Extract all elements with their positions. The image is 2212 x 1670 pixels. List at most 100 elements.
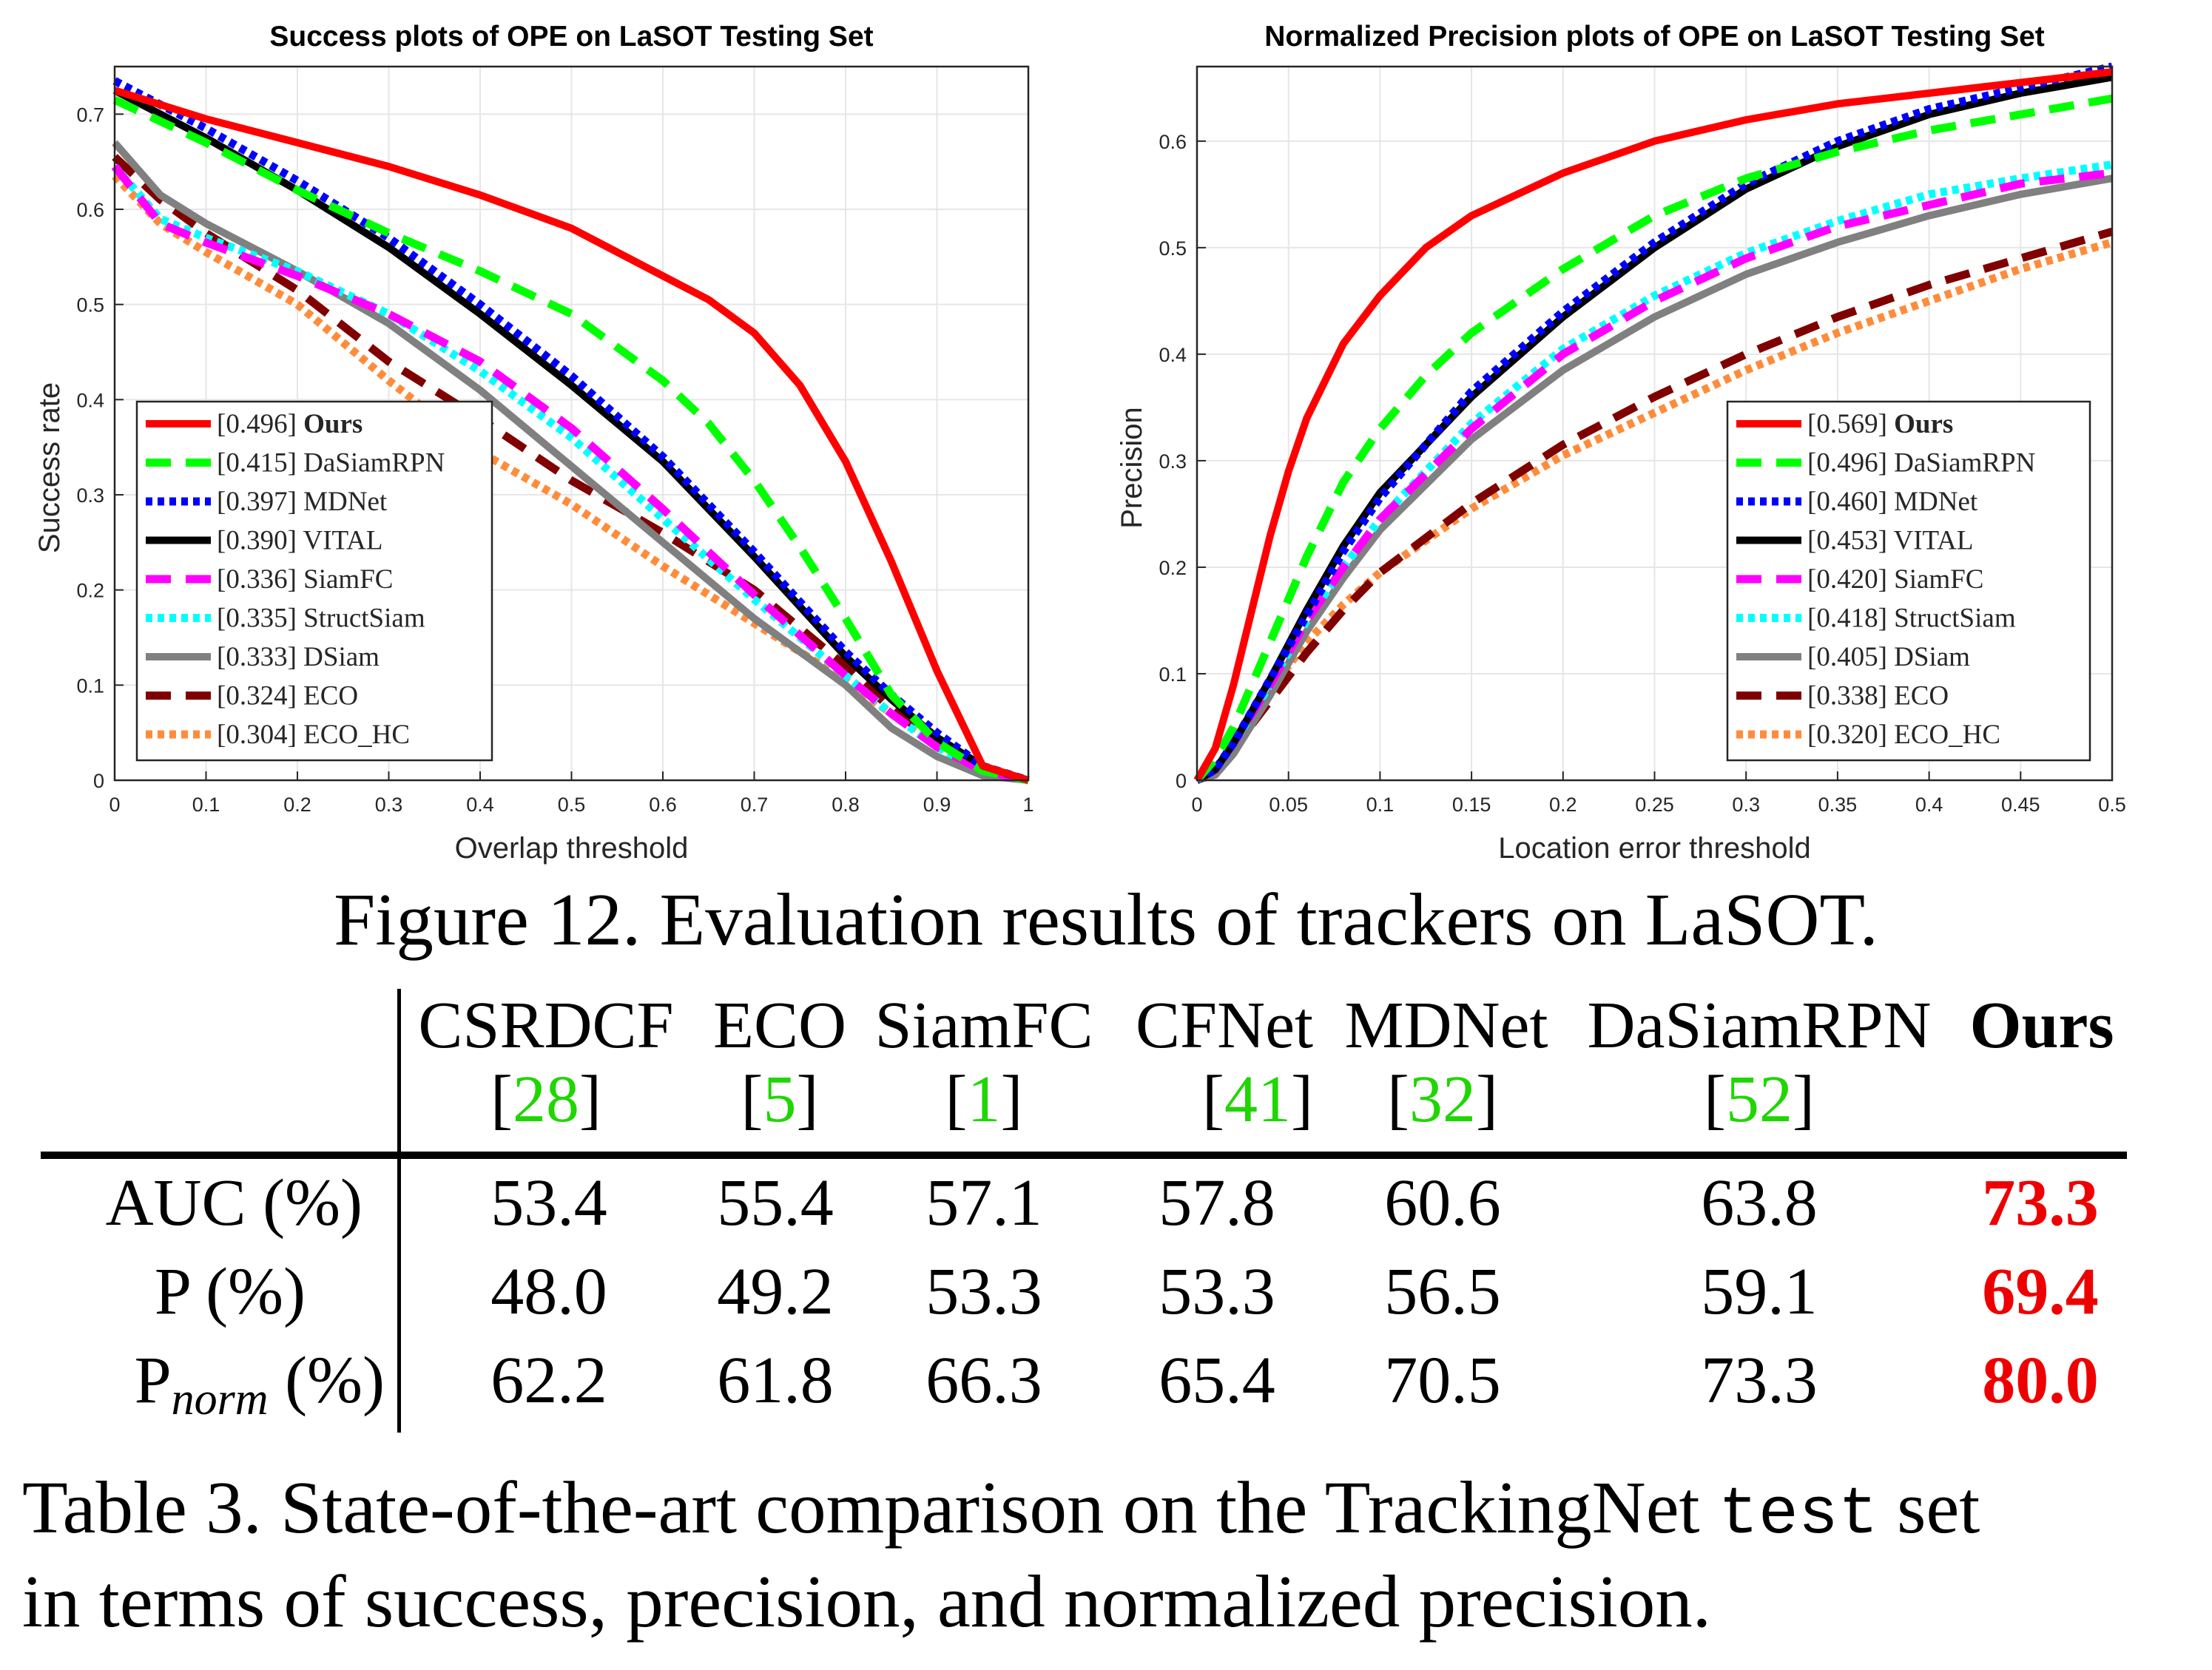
legend-entry: [0.569] Ours [1807, 409, 1953, 439]
col-header-csrdcf: CSRDCF [418, 989, 674, 1062]
row-label-p: P (%) [154, 1255, 306, 1328]
legend-name: DSiam [1894, 642, 1970, 672]
row-label-auc: AUC (%) [105, 1166, 363, 1240]
legend-score: [0.397] [217, 487, 303, 517]
col-ref-mdnet: [32] [1387, 1063, 1498, 1136]
x-tick-label: 0.1 [1366, 794, 1395, 816]
x-tick-label: 0.35 [1818, 794, 1858, 816]
table-horizontal-rule [41, 1152, 2127, 1159]
x-tick-label: 0.5 [2098, 794, 2126, 816]
cell-pnorm-dasiamrpn: 73.3 [1701, 1344, 1818, 1417]
legend-name: SiamFC [303, 564, 393, 595]
legend-name: ECO_HC [303, 720, 410, 750]
x-tick-label: 1 [1022, 794, 1033, 816]
col-header-siamfc: SiamFC [874, 989, 1093, 1062]
cell-auc-eco: 55.4 [717, 1166, 834, 1240]
col-ref-csrdcf: [28] [490, 1063, 601, 1136]
figure-12-charts: 0 0.1 0.2 0.3 0.4 0.5 0.6 0.7 0.8 0.9 100.10.20.30… [33, 21, 2126, 865]
legend-entry: [0.333] DSiam [217, 642, 380, 672]
y-tick-label: 0.2 [76, 580, 104, 602]
x-tick-label: 0.25 [1635, 794, 1674, 816]
cell-auc-csrdcf: 53.4 [490, 1166, 607, 1240]
cell-p-cfnet: 53.3 [1159, 1255, 1275, 1328]
y-axis-label: Success rate [33, 382, 66, 553]
legend-entry: [0.453] VITAL [1807, 526, 1974, 556]
x-tick-label: 0.9 [923, 794, 951, 816]
series-line-ours [113, 87, 1030, 784]
x-axis-label: Location error threshold [1498, 832, 1810, 865]
legend-entry: [0.320] ECO_HC [1807, 720, 2000, 750]
legend-entry: [0.335] StructSiam [217, 604, 425, 634]
y-tick-label: 0.1 [76, 675, 104, 697]
chart-title: Normalized Precision plots of OPE on LaS… [1264, 21, 2045, 53]
legend-entry: [0.405] DSiam [1807, 642, 1970, 672]
cell-auc-dasiamrpn: 63.8 [1701, 1166, 1818, 1240]
y-tick-label: 0.5 [1159, 237, 1187, 260]
legend-score: [0.569] [1807, 409, 1894, 439]
col-header-cfnet: CFNet [1135, 989, 1314, 1062]
series-line-mdnet [112, 77, 1030, 785]
series-line-dasiamrpn [112, 96, 1030, 785]
cell-p-dasiamrpn: 59.1 [1701, 1255, 1818, 1328]
col-ref-cfnet: [41] [1202, 1063, 1313, 1136]
legend-name: ECO_HC [1894, 720, 2000, 750]
y-tick-label: 0.7 [76, 104, 104, 126]
plot-frame [1196, 65, 2114, 782]
legend-entry: [0.418] StructSiam [1807, 604, 2016, 634]
legend-entry: [0.304] ECO_HC [217, 720, 410, 750]
legend-name: MDNet [303, 487, 388, 517]
x-tick-label: 0.2 [283, 794, 311, 816]
x-tick-label: 0.8 [832, 794, 860, 816]
series-line-siamfc [111, 163, 1030, 785]
legend-score: [0.420] [1807, 564, 1894, 595]
cell-pnorm-ours: 80.0 [1982, 1344, 2099, 1417]
series-line-dasiamrpn [1193, 94, 2113, 783]
series-line-mdnet [1195, 62, 2114, 784]
legend: [0.496] Ours[0.415] DaSiamRPN[0.397] MDN… [135, 400, 493, 762]
x-tick-label: 0.05 [1269, 794, 1308, 816]
series-line-dsiam [112, 140, 1029, 784]
series-line-dsiam [1196, 175, 2113, 784]
legend-entry: [0.324] ECO [217, 681, 358, 711]
legend-score: [0.405] [1807, 642, 1894, 672]
col-header-eco: ECO [713, 989, 846, 1062]
legend-entry: [0.397] MDNet [217, 487, 388, 517]
legend-name: ECO [1894, 681, 1949, 711]
chart-title: Success plots of OPE on LaSOT Testing Se… [269, 21, 873, 53]
legend-score: [0.496] [1807, 448, 1894, 479]
x-tick-label: 0.45 [2001, 794, 2040, 816]
cell-pnorm-mdnet: 70.5 [1384, 1344, 1501, 1417]
legend-entry: [0.496] Ours [217, 409, 363, 439]
legend-name: MDNet [1894, 487, 1978, 517]
legend-name: DaSiamRPN [303, 448, 445, 479]
legend-entry: [0.338] ECO [1807, 681, 1949, 711]
y-tick-label: 0.1 [1159, 663, 1187, 686]
y-tick-label: 0.4 [1159, 344, 1187, 366]
x-tick-label: 0.7 [741, 794, 769, 816]
y-tick-label: 0.6 [76, 199, 104, 221]
legend-score: [0.324] [217, 681, 303, 711]
row-label-pnorm: Pnorm (%) [134, 1344, 385, 1424]
x-tick-label: 0.2 [1549, 794, 1577, 816]
cell-pnorm-csrdcf: 62.2 [490, 1344, 607, 1417]
legend-score: [0.320] [1807, 720, 1894, 750]
table-caption-line-2: in terms of success, precision, and norm… [22, 1560, 1712, 1643]
y-tick-label: 0 [93, 770, 104, 792]
x-tick-label: 0.6 [649, 794, 677, 816]
legend-name: StructSiam [1894, 604, 2016, 634]
y-tick-label: 0.5 [76, 294, 104, 317]
legend-score: [0.415] [217, 448, 303, 479]
x-tick-label: 0 [109, 794, 120, 816]
x-tick-label: 0.5 [558, 794, 586, 816]
cell-p-csrdcf: 48.0 [490, 1255, 607, 1328]
cell-auc-mdnet: 60.6 [1384, 1166, 1501, 1240]
y-tick-label: 0.4 [76, 389, 104, 411]
cell-auc-ours: 73.3 [1982, 1166, 2099, 1240]
legend-score: [0.335] [217, 604, 303, 634]
legend-entry: [0.496] DaSiamRPN [1807, 448, 2035, 479]
legend-name: VITAL [1893, 526, 1973, 556]
legend-score: [0.333] [217, 642, 303, 672]
x-tick-label: 0.15 [1452, 794, 1491, 816]
chart-1: 0 0.1 0.2 0.3 0.4 0.5 0.6 0.7 0.8 0.9 1 0 0.1 0.2 0.3 0… [33, 21, 1034, 865]
legend-entry: [0.390] VITAL [217, 526, 383, 556]
